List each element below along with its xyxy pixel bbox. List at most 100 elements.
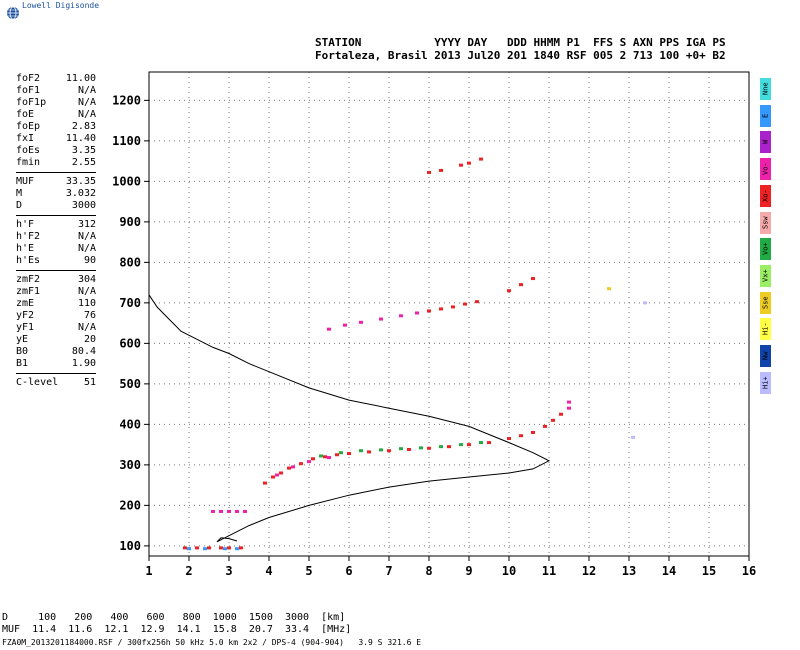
echo-point bbox=[427, 446, 431, 450]
param-separator bbox=[16, 215, 96, 216]
echo-point bbox=[335, 453, 339, 457]
param-row: M 3.032 bbox=[16, 188, 96, 200]
echo-point bbox=[419, 446, 423, 450]
echo-point bbox=[359, 320, 363, 324]
echo-point bbox=[399, 314, 403, 318]
echo-point bbox=[339, 451, 343, 455]
mode-legend-item: Sse bbox=[760, 291, 771, 314]
param-row: fxI 11.40 bbox=[16, 133, 96, 145]
echo-point bbox=[343, 323, 347, 327]
param-key: foF1 bbox=[16, 85, 41, 96]
param-value: 76 bbox=[83, 310, 96, 321]
echo-point bbox=[347, 452, 351, 456]
echo-point bbox=[327, 456, 331, 460]
mode-legend-item: Hi+ bbox=[760, 371, 771, 394]
param-row: zmF1 N/A bbox=[16, 286, 96, 298]
param-row: foEp 2.83 bbox=[16, 121, 96, 133]
param-row: yE 20 bbox=[16, 334, 96, 346]
echo-point bbox=[643, 301, 647, 305]
echo-point bbox=[327, 327, 331, 331]
param-key: zmF2 bbox=[16, 274, 41, 285]
echo-point bbox=[463, 302, 467, 306]
echo-point bbox=[415, 311, 419, 315]
param-value: 51 bbox=[83, 377, 96, 388]
echo-point bbox=[467, 443, 471, 447]
y-tick-label: 1200 bbox=[112, 93, 141, 107]
mode-legend-item: Xo- bbox=[760, 184, 771, 207]
echo-point bbox=[271, 475, 275, 479]
y-tick-label: 600 bbox=[119, 336, 141, 350]
param-key: foE bbox=[16, 109, 35, 120]
param-key: zmE bbox=[16, 298, 35, 309]
echo-point bbox=[203, 547, 207, 551]
echo-point bbox=[379, 317, 383, 321]
param-value: 2.55 bbox=[71, 157, 96, 168]
echo-point bbox=[427, 309, 431, 313]
echo-point bbox=[223, 547, 227, 551]
y-tick-label: 300 bbox=[119, 458, 141, 472]
param-key: yF1 bbox=[16, 322, 35, 333]
echo-point bbox=[507, 437, 511, 441]
echo-point bbox=[551, 418, 555, 422]
param-value: N/A bbox=[77, 231, 96, 242]
echo-point bbox=[519, 434, 523, 438]
param-value: 11.00 bbox=[65, 73, 96, 84]
echo-point bbox=[479, 441, 483, 445]
footer-muf-row: MUF 11.4 11.6 12.1 12.9 14.1 15.8 20.7 3… bbox=[2, 624, 352, 635]
param-row: foF1p N/A bbox=[16, 97, 96, 109]
param-row: h'E N/A bbox=[16, 243, 96, 255]
param-row: D 3000 bbox=[16, 200, 96, 212]
echo-point bbox=[487, 441, 491, 445]
echo-point bbox=[451, 305, 455, 309]
param-value: 304 bbox=[77, 274, 96, 285]
param-value: 110 bbox=[77, 298, 96, 309]
param-key: h'F2 bbox=[16, 231, 41, 242]
param-value: N/A bbox=[77, 85, 96, 96]
x-tick-label: 3 bbox=[225, 564, 232, 578]
echo-point bbox=[427, 170, 431, 174]
echo-point bbox=[399, 447, 403, 451]
echo-point bbox=[239, 546, 243, 550]
param-value: 3.35 bbox=[71, 145, 96, 156]
param-row: fmin 2.55 bbox=[16, 157, 96, 169]
echo-point bbox=[387, 449, 391, 453]
param-value: 2.83 bbox=[71, 121, 96, 132]
param-value: 90 bbox=[83, 255, 96, 266]
echo-point bbox=[439, 307, 443, 311]
x-tick-label: 16 bbox=[742, 564, 756, 578]
param-key: M bbox=[16, 188, 23, 199]
echo-point bbox=[459, 443, 463, 447]
param-value: N/A bbox=[77, 109, 96, 120]
mode-legend-item: Nne bbox=[760, 78, 771, 100]
param-key: yE bbox=[16, 334, 29, 345]
brand-name: Lowell Digisonde bbox=[22, 1, 100, 10]
param-value: 33.35 bbox=[65, 176, 96, 187]
param-key: yF2 bbox=[16, 310, 35, 321]
x-tick-label: 6 bbox=[345, 564, 352, 578]
echo-point bbox=[219, 509, 223, 513]
mode-legend-item: W bbox=[760, 131, 771, 154]
header-line-1: STATION YYYY DAY DDD HHMM P1 FFS S AXN P… bbox=[315, 36, 726, 49]
param-separator bbox=[16, 172, 96, 173]
y-tick-label: 1000 bbox=[112, 174, 141, 188]
globe-icon bbox=[7, 6, 19, 20]
echo-point bbox=[219, 546, 223, 550]
echo-point bbox=[459, 163, 463, 167]
param-row: zmE 110 bbox=[16, 298, 96, 310]
param-key: B1 bbox=[16, 358, 29, 369]
echo-point bbox=[211, 509, 215, 513]
echo-point bbox=[607, 287, 611, 291]
param-value: 1.90 bbox=[71, 358, 96, 369]
mode-legend-item: E bbox=[760, 104, 771, 127]
param-row: foF1 N/A bbox=[16, 85, 96, 97]
echo-point bbox=[187, 547, 191, 551]
y-tick-label: 800 bbox=[119, 255, 141, 269]
x-tick-label: 13 bbox=[622, 564, 636, 578]
param-key: h'Es bbox=[16, 255, 41, 266]
param-key: foF1p bbox=[16, 97, 47, 108]
x-tick-label: 4 bbox=[265, 564, 272, 578]
param-key: zmF1 bbox=[16, 286, 41, 297]
param-row: yF2 76 bbox=[16, 310, 96, 322]
mode-legend-item: Vo- bbox=[760, 158, 771, 181]
x-tick-label: 7 bbox=[385, 564, 392, 578]
